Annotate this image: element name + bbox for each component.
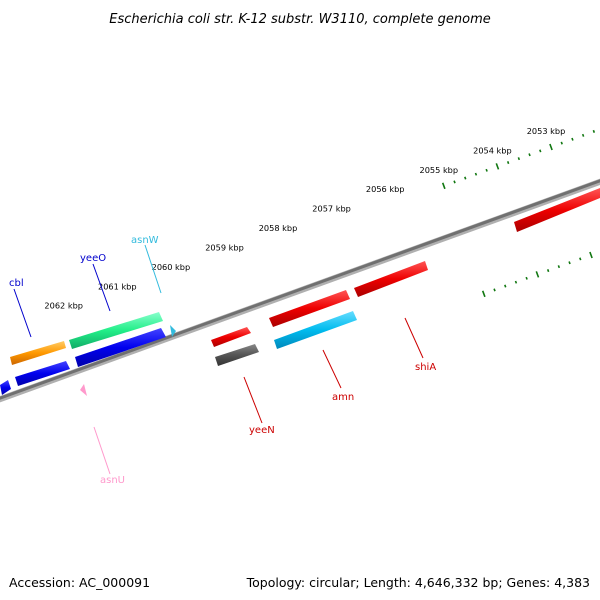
minor-tick (504, 284, 507, 288)
minor-tick (493, 288, 496, 292)
major-tick (535, 271, 540, 278)
gene-feature-red-1[interactable] (211, 327, 251, 347)
minor-tick (517, 157, 521, 161)
tick-label: 2062 kbp (44, 301, 83, 311)
minor-tick (557, 265, 561, 269)
gene-feature-cbl[interactable] (15, 361, 70, 386)
minor-tick (453, 180, 456, 184)
minor-tick (485, 168, 488, 172)
tick-label: 2059 kbp (205, 243, 244, 253)
major-tick (589, 251, 593, 259)
tick-label: 2058 kbp (259, 223, 298, 233)
forward-strand-features (10, 188, 600, 365)
gene-label-amn: amn (332, 392, 354, 403)
major-tick (441, 182, 446, 190)
minor-tick (506, 161, 510, 165)
minor-tick (546, 269, 550, 273)
tick-label: 2055 kbp (420, 165, 459, 175)
major-tick (495, 163, 500, 170)
gene-feature-yeeO[interactable] (69, 312, 163, 349)
tick-label: 2056 kbp (366, 184, 405, 194)
minor-tick (560, 141, 563, 145)
genome-summary-text: Topology: circular; Length: 4,646,332 bp… (246, 575, 590, 590)
genome-backbone (0, 178, 600, 403)
tick-labels: 2053 kbp 2054 kbp 2055 kbp 2056 kbp 2057 kbp… (44, 126, 565, 311)
gene-feature-blue-2[interactable] (75, 328, 166, 367)
tick-label: 2053 kbp (527, 126, 566, 136)
minor-tick (571, 137, 574, 141)
minor-tick (528, 153, 531, 157)
minor-tick (464, 176, 467, 180)
minor-tick (525, 276, 528, 280)
minor-tick (581, 133, 585, 137)
accession-text: Accession: AC_000091 (9, 575, 150, 590)
major-tick (549, 143, 553, 151)
gene-feature-asnW[interactable] (170, 325, 176, 337)
tick-row-reverse (481, 251, 593, 298)
gene-label-shiA: shiA (415, 362, 436, 373)
gene-label-cbl: cbl (9, 278, 24, 289)
gene-feature-red-4[interactable] (514, 188, 600, 232)
minor-tick (539, 149, 542, 153)
gene-feature-red-2[interactable] (269, 290, 350, 327)
minor-tick (592, 129, 596, 133)
major-tick (481, 290, 486, 298)
gene-labels: cbl yeeO asnW asnU yeeN amn shiA (9, 235, 436, 486)
tick-label: 2054 kbp (473, 145, 512, 155)
minor-tick (579, 257, 582, 261)
tick-label: 2060 kbp (152, 262, 191, 272)
minor-tick (514, 280, 518, 284)
tick-label: 2061 kbp (98, 281, 137, 291)
gene-feature-red-3[interactable] (354, 261, 428, 297)
gene-label-asnW: asnW (131, 235, 159, 246)
map-title: Escherichia coli str. K-12 substr. W3110… (109, 12, 490, 27)
gene-label-yeeO: yeeO (80, 253, 106, 264)
minor-tick (474, 172, 478, 176)
gene-label-asnU: asnU (100, 475, 125, 486)
minor-tick (568, 261, 571, 265)
tick-row-forward (441, 129, 596, 190)
gene-feature-orange[interactable] (10, 341, 66, 365)
gene-feature-yeeN[interactable] (215, 344, 259, 366)
reverse-strand-features (0, 311, 357, 396)
gene-feature-asnU[interactable] (80, 384, 87, 396)
gene-feature-amn[interactable] (274, 311, 357, 349)
tick-label: 2057 kbp (312, 204, 351, 214)
gene-label-yeeN: yeeN (249, 425, 275, 436)
gene-feature-blue-left[interactable] (0, 380, 11, 395)
